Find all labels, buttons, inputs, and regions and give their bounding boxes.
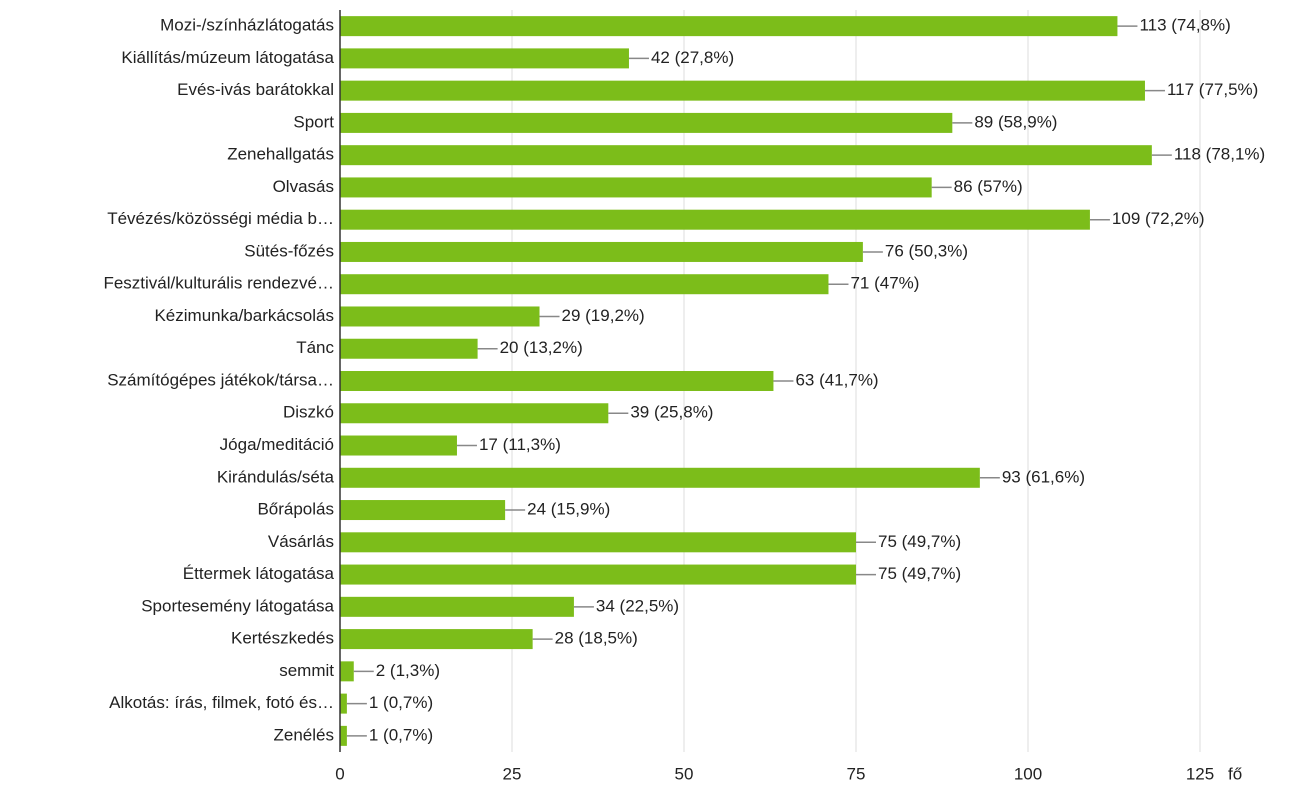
y-tick-label: Diszkó (283, 403, 334, 422)
bar (340, 80, 1145, 101)
y-tick-label: Evés-ivás barátokkal (177, 80, 334, 99)
y-tick-label: Számítógépes játékok/társa… (107, 370, 334, 389)
value-label: 75 (49,7%) (878, 532, 961, 551)
value-label: 39 (25,8%) (630, 403, 713, 422)
y-tick-label: Sütés-főzés (244, 241, 334, 260)
bar (340, 629, 533, 650)
bar (340, 338, 478, 359)
value-label: 76 (50,3%) (885, 241, 968, 260)
value-label: 28 (18,5%) (555, 629, 638, 648)
x-tick-label: 0 (335, 764, 344, 783)
bar (340, 435, 457, 456)
value-label: 71 (47%) (850, 274, 919, 293)
y-tick-label: Kertészkedés (231, 629, 334, 648)
bar (340, 500, 506, 521)
value-label: 89 (58,9%) (974, 112, 1057, 131)
value-label: 1 (0,7%) (369, 725, 433, 744)
x-tick-label: 125 (1186, 764, 1214, 783)
bar (340, 16, 1118, 37)
bar (340, 241, 863, 262)
bar (340, 48, 629, 69)
value-label: 118 (78,1%) (1174, 145, 1265, 164)
value-label: 63 (41,7%) (795, 370, 878, 389)
x-tick-label: 25 (503, 764, 522, 783)
value-label: 75 (49,7%) (878, 564, 961, 583)
y-tick-label: Zenélés (274, 725, 334, 744)
y-tick-label: Bőrápolás (257, 500, 334, 519)
value-label: 1 (0,7%) (369, 693, 433, 712)
bar (340, 693, 347, 714)
value-label: 117 (77,5%) (1167, 80, 1258, 99)
value-label: 29 (19,2%) (562, 306, 645, 325)
bar (340, 467, 980, 488)
y-tick-label: Olvasás (273, 177, 334, 196)
bar (340, 403, 609, 424)
value-label: 109 (72,2%) (1112, 209, 1205, 228)
x-tick-label: 50 (675, 764, 694, 783)
y-tick-label: Tánc (296, 338, 334, 357)
y-tick-label: Mozi-/színházlátogatás (160, 16, 334, 35)
y-tick-label: Kirándulás/séta (217, 467, 335, 486)
bar (340, 371, 774, 391)
bar (340, 661, 354, 682)
y-tick-label: Tévézés/közösségi média b… (107, 209, 334, 228)
y-tick-label: Fesztivál/kulturális rendezvé… (103, 274, 334, 293)
y-tick-label: Sport (293, 112, 334, 131)
x-tick-label: 100 (1014, 764, 1042, 783)
bar (340, 209, 1090, 230)
y-tick-label: Éttermek látogatása (183, 564, 335, 583)
value-label: 2 (1,3%) (376, 661, 440, 680)
y-tick-label: Sportesemény látogatása (141, 596, 334, 615)
value-label: 24 (15,9%) (527, 500, 610, 519)
bar (340, 274, 829, 295)
value-label: 20 (13,2%) (500, 338, 583, 357)
bar (340, 596, 574, 617)
bar (340, 532, 856, 553)
bar (340, 177, 932, 198)
y-tick-label: semmit (279, 661, 334, 680)
x-axis-label: fő (1228, 764, 1242, 783)
bar (340, 306, 540, 327)
value-label: 17 (11,3%) (479, 435, 561, 454)
y-tick-label: Alkotás: írás, filmek, fotó és… (109, 693, 334, 712)
bar (340, 112, 953, 133)
value-label: 93 (61,6%) (1002, 467, 1085, 486)
bar (340, 725, 347, 746)
y-tick-label: Kézimunka/barkácsolás (154, 306, 334, 325)
value-label: 113 (74,8%) (1139, 16, 1230, 35)
value-label: 86 (57%) (954, 177, 1023, 196)
y-tick-label: Vásárlás (268, 532, 334, 551)
y-tick-label: Zenehallgatás (227, 145, 334, 164)
value-label: 34 (22,5%) (596, 596, 679, 615)
y-tick-label: Kiállítás/múzeum látogatása (121, 48, 334, 67)
bar (340, 564, 856, 585)
value-label: 42 (27,8%) (651, 48, 734, 67)
y-tick-label: Jóga/meditáció (220, 435, 334, 454)
bar (340, 145, 1152, 166)
x-tick-label: 75 (847, 764, 866, 783)
